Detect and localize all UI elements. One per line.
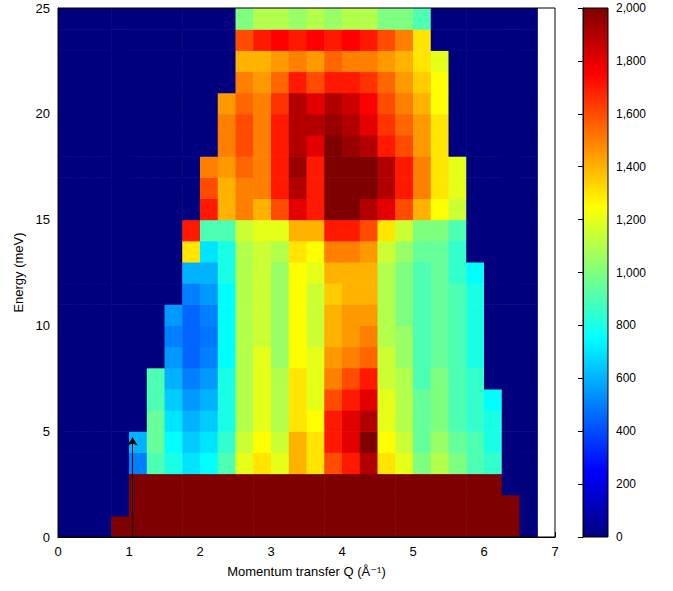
svg-text:5: 5	[409, 544, 416, 559]
svg-text:5: 5	[43, 424, 50, 439]
svg-text:4: 4	[338, 544, 345, 559]
svg-text:1,400: 1,400	[616, 160, 646, 174]
svg-text:6: 6	[480, 544, 487, 559]
svg-text:3: 3	[267, 544, 274, 559]
svg-text:1,200: 1,200	[616, 213, 646, 227]
svg-text:800: 800	[616, 318, 636, 332]
svg-text:600: 600	[616, 371, 636, 385]
svg-text:0: 0	[616, 530, 623, 544]
svg-text:10: 10	[36, 318, 50, 333]
svg-text:2: 2	[196, 544, 203, 559]
svg-text:7: 7	[551, 544, 558, 559]
svg-text:0: 0	[54, 544, 61, 559]
svg-text:400: 400	[616, 424, 636, 438]
svg-text:Energy (meV): Energy (meV)	[11, 232, 26, 312]
svg-text:15: 15	[36, 212, 50, 227]
svg-text:1,000: 1,000	[616, 266, 646, 280]
svg-text:1,800: 1,800	[616, 54, 646, 68]
svg-text:1: 1	[125, 544, 132, 559]
svg-text:20: 20	[36, 106, 50, 121]
svg-text:0: 0	[43, 530, 50, 545]
svg-text:Momentum transfer Q (Å⁻¹): Momentum transfer Q (Å⁻¹)	[227, 564, 386, 579]
svg-text:1,600: 1,600	[616, 107, 646, 121]
svg-text:200: 200	[616, 477, 636, 491]
svg-text:2,000: 2,000	[616, 1, 646, 15]
svg-text:25: 25	[36, 1, 50, 16]
